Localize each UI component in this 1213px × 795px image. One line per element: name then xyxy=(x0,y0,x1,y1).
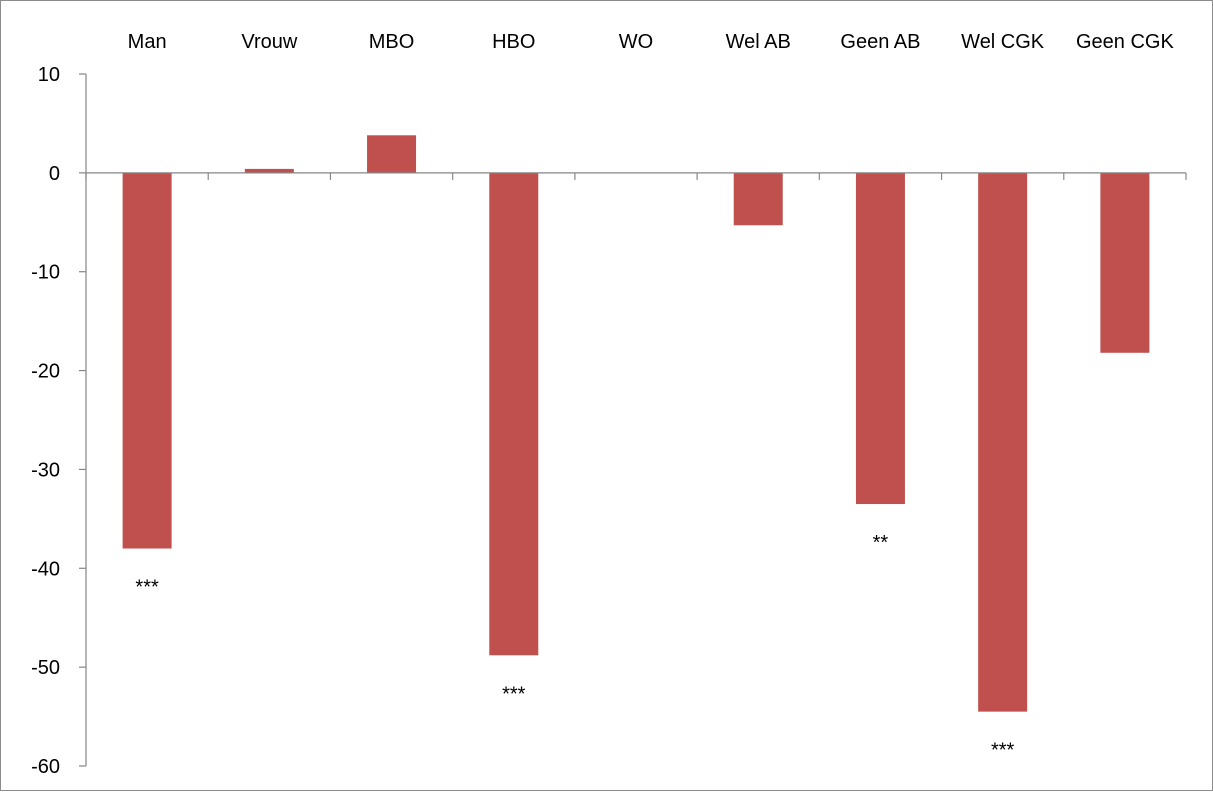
significance-annotations: *********** xyxy=(135,532,1014,762)
y-axis-tick-labels: 10 0 -10 -20 -30 -40 -50 -60 xyxy=(31,64,60,778)
category-label: Wel CGK xyxy=(961,31,1045,53)
category-label: Geen AB xyxy=(840,31,920,53)
y-tick-label: -40 xyxy=(31,558,60,580)
category-label: Geen CGK xyxy=(1076,31,1174,53)
bar-wel-ab xyxy=(733,172,783,226)
y-tick-label: -60 xyxy=(31,756,60,778)
category-labels: Man Vrouw MBO HBO WO Wel AB Geen AB Wel CGK Geen… xyxy=(128,31,1175,53)
category-label: MBO xyxy=(369,31,415,53)
bar-vrouw xyxy=(244,168,294,173)
y-tick-label: 10 xyxy=(38,64,60,86)
bar-man xyxy=(122,172,172,549)
significance-label: ** xyxy=(873,532,889,554)
y-tick-label: 0 xyxy=(49,163,60,185)
category-label: WO xyxy=(619,31,653,53)
bar-mbo xyxy=(367,135,417,173)
y-tick-label: -20 xyxy=(31,361,60,383)
category-label: Wel AB xyxy=(726,31,791,53)
y-tick-label: -50 xyxy=(31,657,60,679)
bar-wel-cgk xyxy=(978,172,1028,712)
category-label: HBO xyxy=(492,31,535,53)
y-tick-label: -30 xyxy=(31,459,60,481)
y-tick-label: -10 xyxy=(31,262,60,284)
significance-label: *** xyxy=(502,683,526,705)
bar-hbo xyxy=(489,172,539,656)
category-label: Man xyxy=(128,31,167,53)
significance-label: *** xyxy=(991,740,1015,762)
bar-geen-ab xyxy=(855,172,905,505)
bar-geen-cgk xyxy=(1100,172,1150,353)
significance-label: *** xyxy=(135,577,159,599)
category-label: Vrouw xyxy=(241,31,298,53)
bars xyxy=(122,135,1150,712)
y-axis-ticks xyxy=(79,73,86,767)
